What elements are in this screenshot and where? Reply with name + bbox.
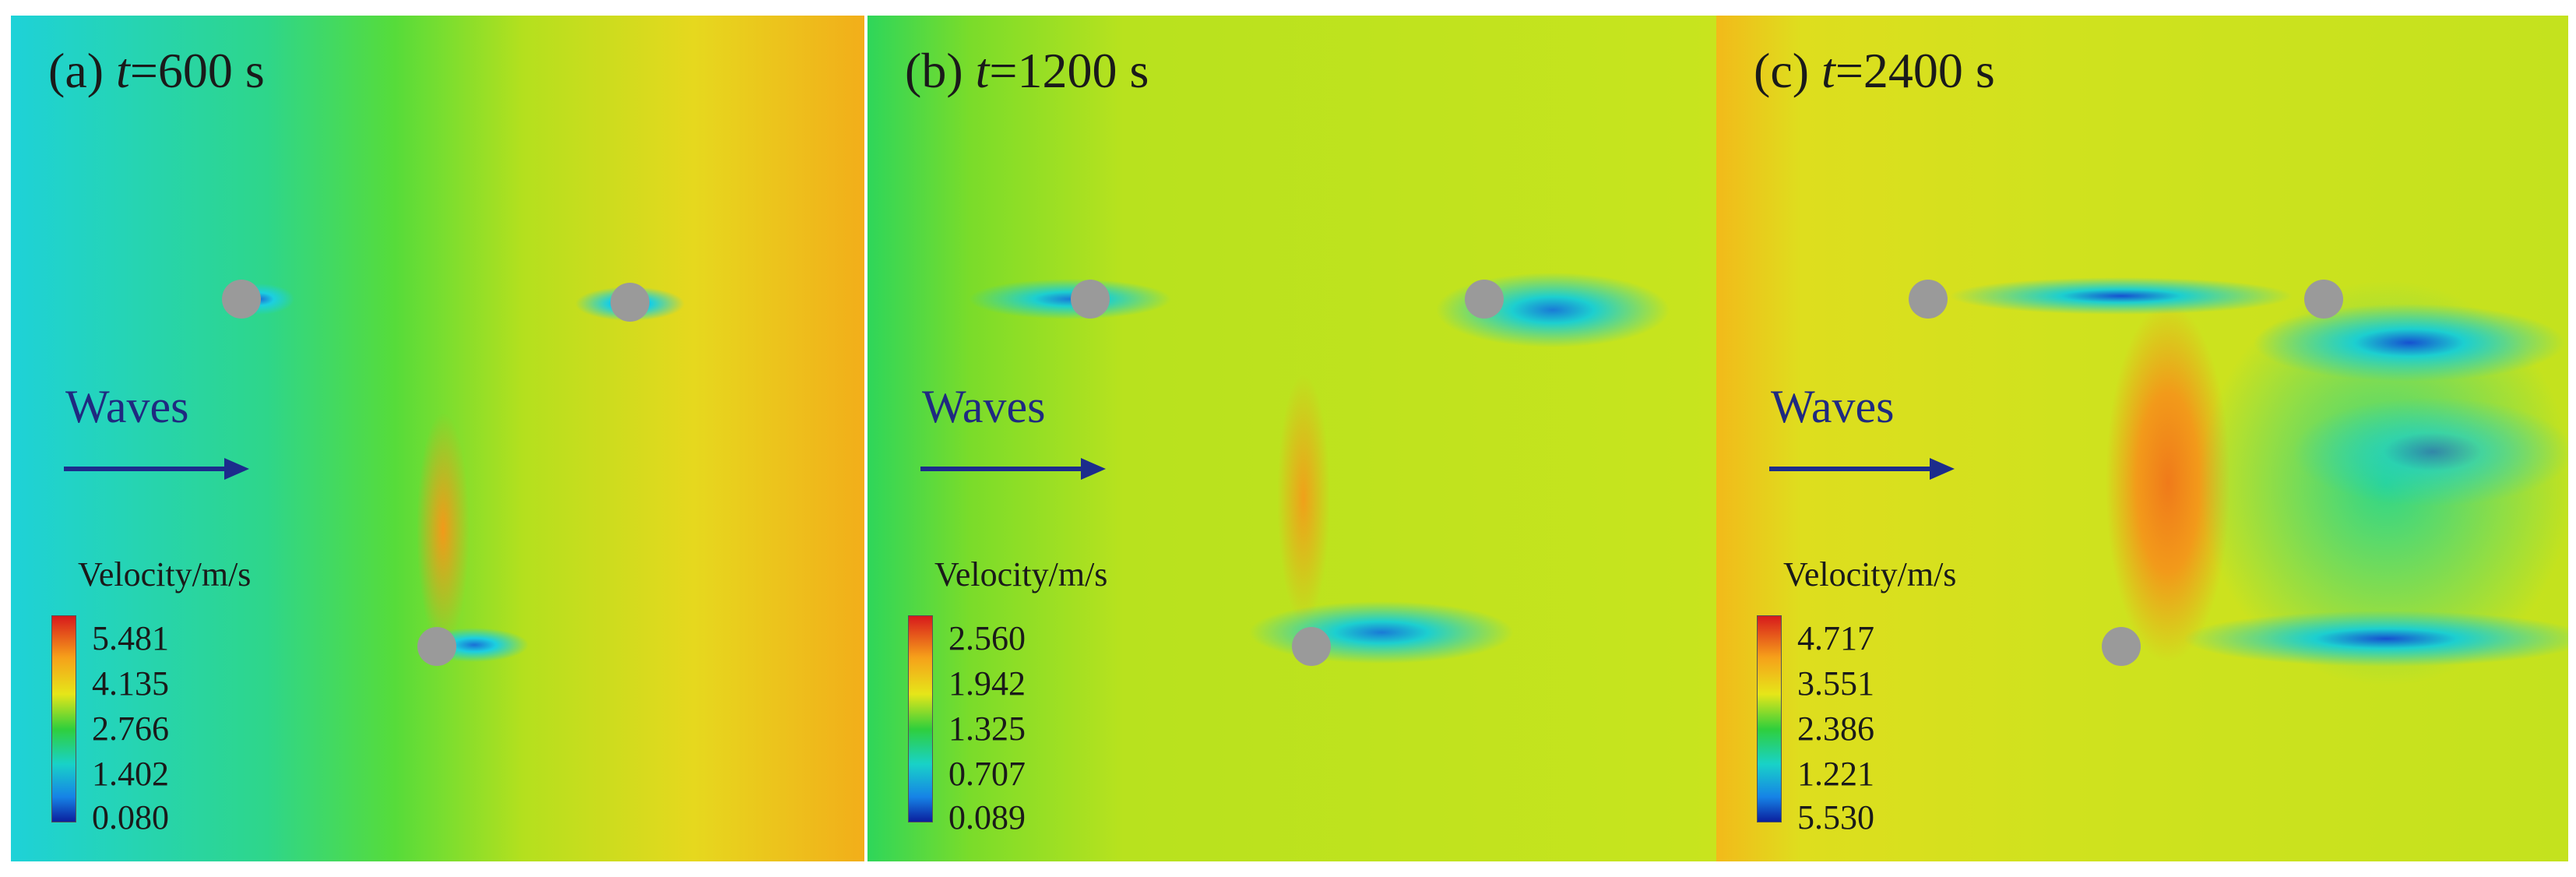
colorbar-tick: 0.080 <box>92 798 169 836</box>
wave-direction-arrow-icon <box>1769 458 1955 480</box>
time-variable: t <box>116 43 130 98</box>
colorbar-tick: 5.481 <box>92 619 169 657</box>
colorbar-tick: 3.551 <box>1797 664 1874 703</box>
colorbar-tick: 1.221 <box>1797 755 1874 793</box>
panel-b: (b) t=1200 s Waves Velocity/m/s 2.560 1.… <box>867 16 1721 861</box>
structure-pile <box>611 283 649 322</box>
time-value: =1200 s <box>989 43 1149 98</box>
panel-label: (a) <box>48 43 104 98</box>
structure-pile <box>2304 280 2343 319</box>
legend-title: Velocity/m/s <box>1783 555 1957 593</box>
waves-label: Waves <box>65 381 189 432</box>
structure-pile <box>1071 280 1110 319</box>
panel-label: (c) <box>1754 43 1810 98</box>
colorbar-tick: 1.942 <box>948 664 1026 703</box>
colorbar-tick: 5.530 <box>1797 798 1874 836</box>
panel-title-c: (c) t=2400 s <box>1754 42 1995 100</box>
colorbar-tick: 2.386 <box>1797 710 1874 748</box>
colorbar <box>1757 615 1782 822</box>
colorbar-tick: 0.707 <box>948 755 1026 793</box>
panel-title-b: (b) t=1200 s <box>905 42 1149 100</box>
time-value: =2400 s <box>1835 43 1995 98</box>
time-variable: t <box>1821 43 1835 98</box>
colorbar-tick: 1.402 <box>92 755 169 793</box>
time-variable: t <box>975 43 990 98</box>
panel-title-a: (a) t=600 s <box>48 42 265 100</box>
velocity-field-c <box>1716 16 2568 861</box>
structure-pile <box>1292 627 1331 666</box>
time-value: =600 s <box>129 43 265 98</box>
colorbar-tick: 4.717 <box>1797 619 1874 657</box>
velocity-field-a <box>11 16 864 861</box>
colorbar-tick: 0.089 <box>948 798 1026 836</box>
wave-direction-arrow-icon <box>64 458 249 480</box>
colorbar <box>51 615 76 822</box>
legend-title: Velocity/m/s <box>934 555 1108 593</box>
colorbar <box>908 615 933 822</box>
panel-label: (b) <box>905 43 963 98</box>
structure-pile <box>222 280 261 319</box>
structure-pile <box>1465 280 1504 319</box>
structure-pile <box>2102 627 2141 666</box>
structure-pile <box>417 627 456 666</box>
panel-a: (a) t=600 s Waves Velocity/m/s 5.481 4.1… <box>11 16 864 861</box>
waves-label: Waves <box>1771 381 1895 432</box>
wave-direction-arrow-icon <box>920 458 1106 480</box>
velocity-field-b <box>867 16 1721 861</box>
legend-title: Velocity/m/s <box>78 555 252 593</box>
colorbar-tick: 2.560 <box>948 619 1026 657</box>
colorbar-tick: 4.135 <box>92 664 169 703</box>
panel-c: (c) t=2400 s Waves Velocity/m/s 4.717 3.… <box>1716 16 2568 861</box>
colorbar-tick: 2.766 <box>92 710 169 748</box>
waves-label: Waves <box>922 381 1046 432</box>
colorbar-tick: 1.325 <box>948 710 1026 748</box>
structure-pile <box>1909 280 1948 319</box>
